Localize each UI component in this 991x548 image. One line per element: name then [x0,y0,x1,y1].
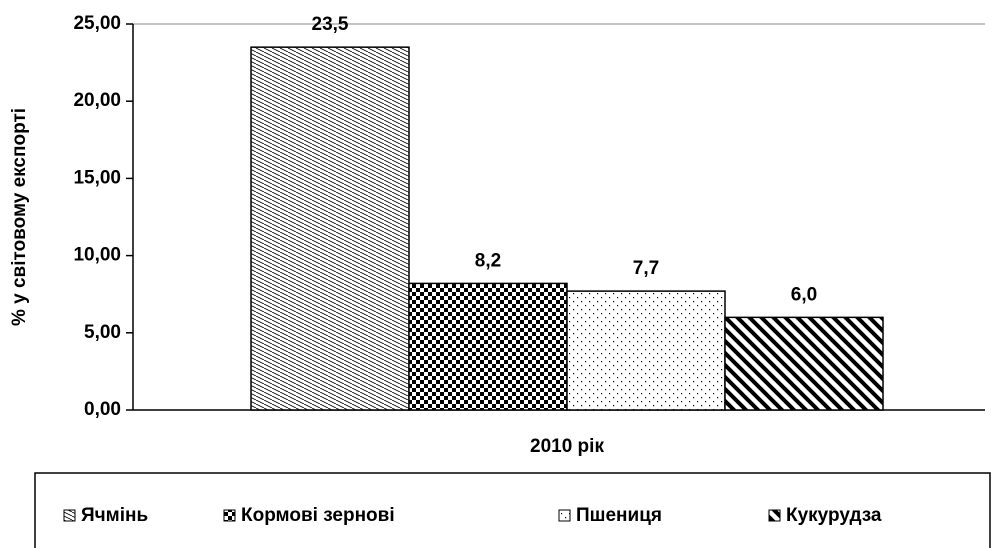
value-label: 7,7 [633,258,659,279]
bar [724,316,884,411]
value-label: 23,5 [312,14,349,35]
legend-marker [63,509,76,522]
y-tick-label: 0,00 [84,399,121,420]
legend-marker [558,509,571,522]
legend-label: Пшениця [576,505,662,526]
legend-label: Кукурудза [786,505,882,526]
y-axis-label: % у світовому експорті [9,108,30,326]
value-label: 8,2 [475,250,501,271]
bar [566,290,726,411]
y-tick-label: 10,00 [73,245,121,266]
bar [408,282,568,411]
legend-box [34,472,991,548]
legend-marker [223,509,236,522]
y-tick-label: 20,00 [73,90,121,111]
bar [250,46,410,411]
y-tick-label: 25,00 [73,13,121,34]
y-tick-label: 15,00 [73,167,121,188]
legend-label: Ячмінь [81,505,148,526]
y-tick-label: 5,00 [84,322,121,343]
value-label: 6,0 [791,284,817,305]
legend-marker [768,509,781,522]
legend-label: Кормові зернові [241,505,395,526]
x-tick-label: 2010 рік [530,436,604,457]
